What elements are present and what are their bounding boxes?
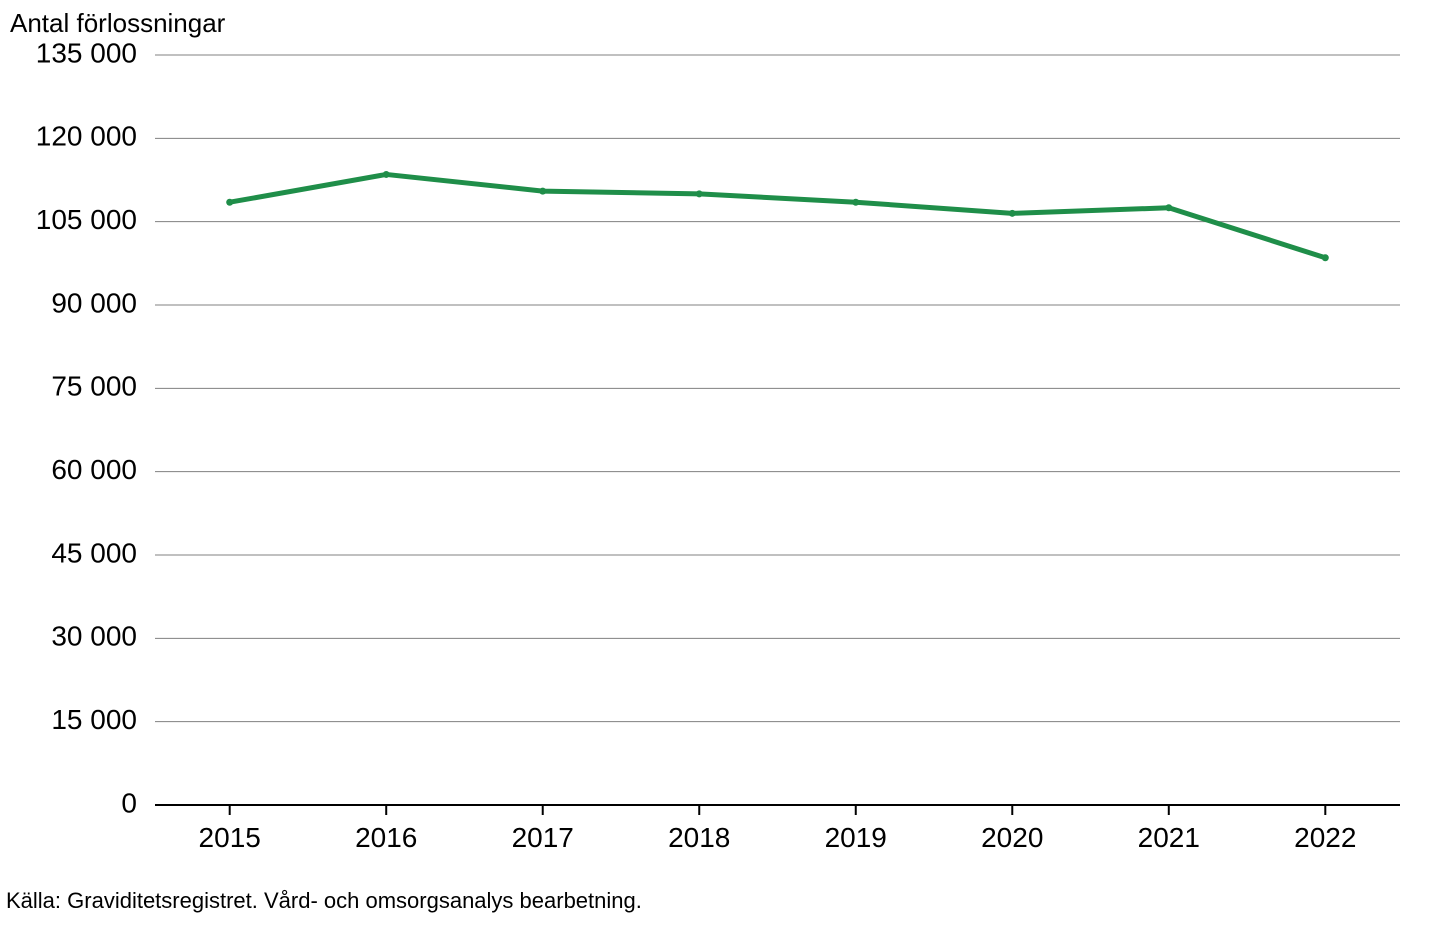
x-tick-label: 2020 [981,822,1043,853]
data-point [852,199,859,206]
y-tick-label: 90 000 [51,287,137,318]
x-tick-label: 2022 [1294,822,1356,853]
source-text: Källa: Graviditetsregistret. Vård- och o… [6,888,642,914]
chart-container: Antal förlossningar 0 15 000 30 000 45 000 6… [0,0,1430,927]
y-tick-label: 75 000 [51,371,137,402]
data-point [1009,210,1016,217]
y-tick-label: 60 000 [51,454,137,485]
x-tick-label: 2018 [668,822,730,853]
data-point [1165,204,1172,211]
x-tick-label: 2016 [355,822,417,853]
y-tick-label: 135 000 [36,37,137,68]
x-tick-label: 2015 [199,822,261,853]
data-point [226,199,233,206]
x-tick-label: 2021 [1138,822,1200,853]
x-tick-label: 2019 [825,822,887,853]
data-point [383,171,390,178]
y-tick-label: 30 000 [51,621,137,652]
y-tick-label: 120 000 [36,121,137,152]
y-axis-title: Antal förlossningar [10,8,225,39]
data-point [696,190,703,197]
y-tick-label: 105 000 [36,204,137,235]
x-tick-label: 2017 [512,822,574,853]
y-tick-label: 15 000 [51,704,137,735]
line-chart: 0 15 000 30 000 45 000 60 000 75 000 90 000 105… [0,0,1430,927]
data-point [1322,254,1329,261]
y-tick-label: 45 000 [51,537,137,568]
y-tick-label: 0 [121,787,137,818]
data-point [539,188,546,195]
